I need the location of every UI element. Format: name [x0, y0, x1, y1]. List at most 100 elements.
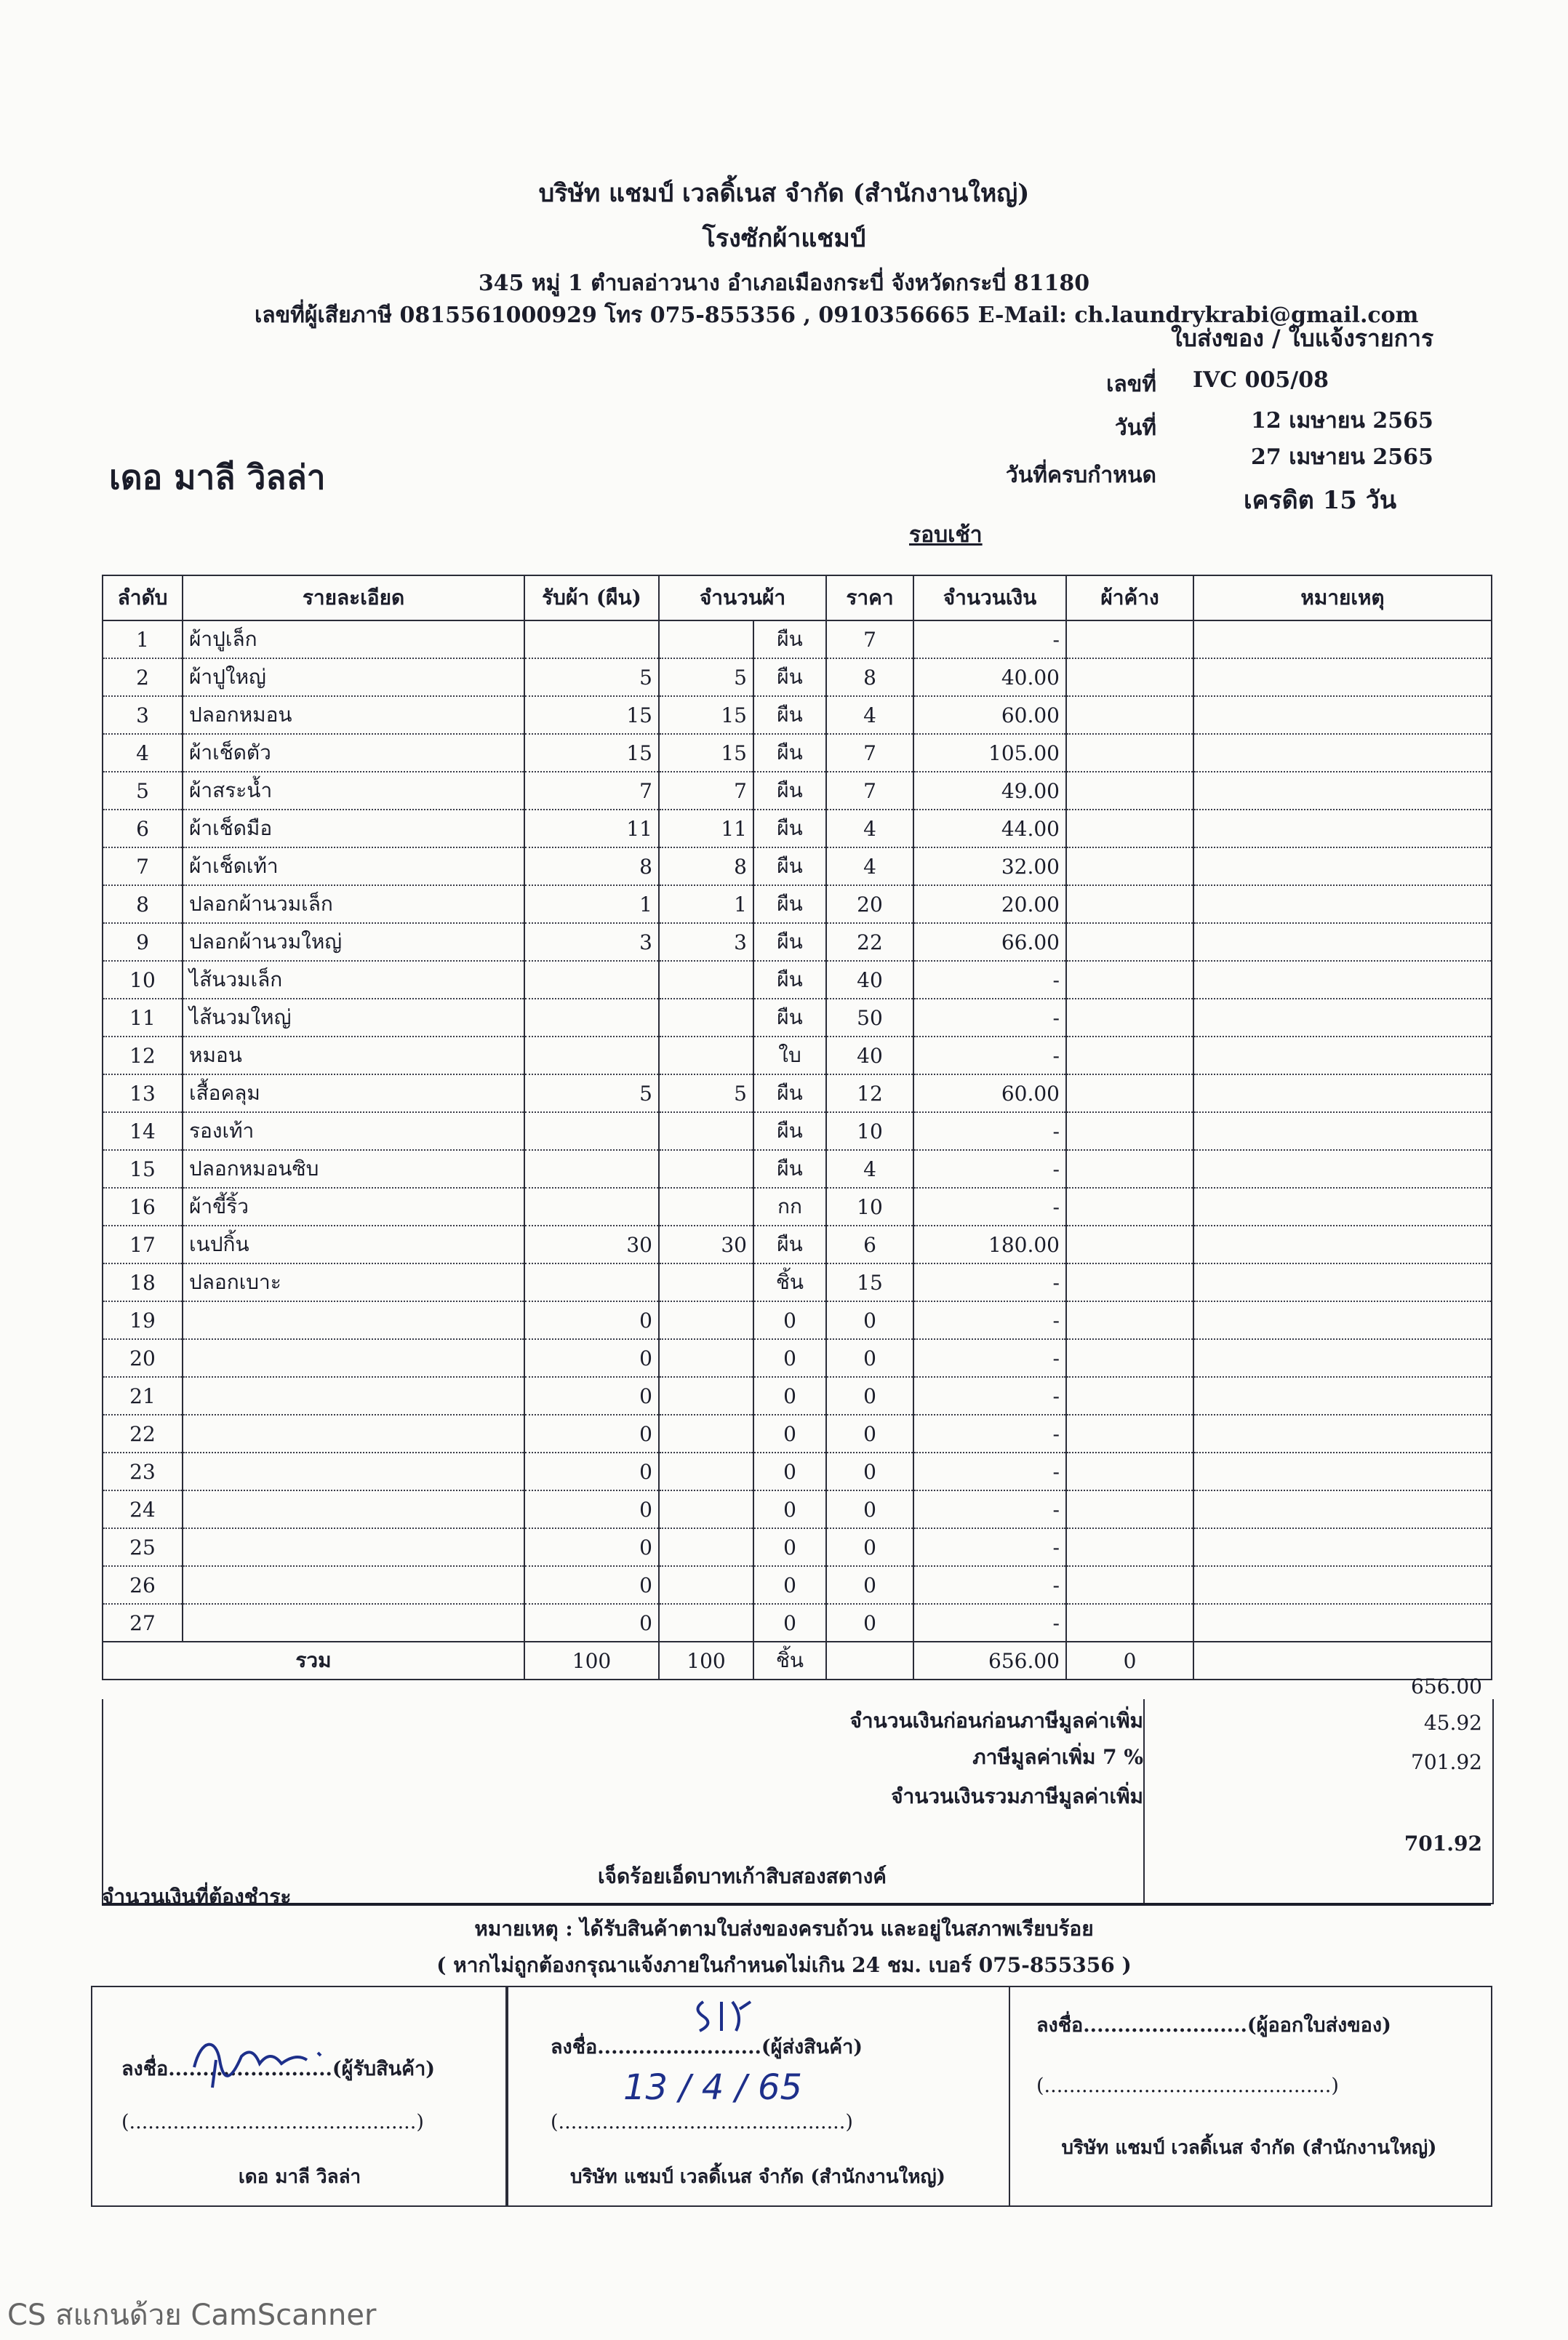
cell-item: รองเท้า: [182, 1111, 525, 1151]
cell-no: 9: [102, 922, 183, 962]
cell-no: 11: [102, 998, 183, 1037]
cell-received: 5: [524, 658, 660, 697]
cell-received: 0: [524, 1301, 660, 1340]
cell-item: ผ้าเช็ดมือ: [182, 809, 525, 848]
cell-unit: 0: [753, 1301, 827, 1340]
total-remark: [1193, 1641, 1492, 1680]
cell-item: [182, 1414, 525, 1453]
cell-received: [524, 998, 660, 1037]
company-contact: เลขที่ผู้เสียภาษี 0815561000929 โทร 075-…: [255, 303, 1419, 328]
cell-amount: -: [913, 1301, 1067, 1340]
cell-no: 21: [102, 1376, 183, 1415]
cell-unit: กก: [753, 1187, 827, 1226]
table-row: 11 ไส้นวมใหญ่ ผืน 50-: [102, 998, 1492, 1037]
cell-no: 20: [102, 1338, 183, 1378]
cell-price: 40: [825, 1036, 914, 1075]
cell-qty: 8: [658, 847, 754, 886]
cell-amount: -: [913, 1187, 1067, 1226]
cell-received: [524, 1111, 660, 1151]
header-no: ลำดับ: [102, 575, 183, 621]
cell-item: ผ้าขี้ริ้ว: [182, 1187, 525, 1226]
cell-price: 22: [825, 922, 914, 962]
signature-company: บริษัท แชมป์ เวลดิ้เนส จำกัด (สำนักงานให…: [1061, 2137, 1437, 2159]
cell-qty: [658, 1452, 754, 1491]
cell-pending: [1065, 847, 1194, 886]
vat-value: 45.92: [1423, 1711, 1482, 1735]
cell-pending: [1065, 1338, 1194, 1378]
cell-qty: [658, 1149, 754, 1189]
cell-qty: 11: [658, 809, 754, 848]
cell-pending: [1065, 960, 1194, 999]
cell-amount: 180.00: [913, 1225, 1067, 1264]
divider: [1143, 1699, 1145, 1903]
cell-pending: [1065, 1301, 1194, 1340]
cell-no: 16: [102, 1187, 183, 1226]
cell-no: 13: [102, 1074, 183, 1113]
cell-amount: 105.00: [913, 733, 1067, 772]
cell-price: 0: [825, 1338, 914, 1378]
cell-remark: [1193, 885, 1492, 924]
cell-received: 0: [524, 1528, 660, 1567]
table-header: ลำดับ รายละเอียด รับผ้า (ผืน) จำนวนผ้า ร…: [102, 575, 1492, 621]
cell-item: ผ้าเช็ดเท้า: [182, 847, 525, 886]
payable-text: เจ็ดร้อยเอ็ดบาทเก้าสิบสองสตางค์: [598, 1864, 887, 1888]
cell-remark: [1193, 809, 1492, 848]
cell-unit: ผืน: [753, 1225, 827, 1264]
cell-pending: [1065, 1452, 1194, 1491]
cell-qty: [658, 1565, 754, 1605]
table-row: 5 ผ้าสระน้ำ 7 7 ผืน 7 49.00: [102, 771, 1492, 810]
table-row: 10 ไส้นวมเล็ก ผืน 40-: [102, 960, 1492, 999]
cell-unit: 0: [753, 1603, 827, 1642]
header-qty: จำนวนผ้า: [658, 575, 827, 621]
cell-remark: [1193, 922, 1492, 962]
cell-unit: ผืน: [753, 1074, 827, 1113]
cell-amount: -: [913, 1376, 1067, 1415]
table-row: 9 ปลอกผ้านวมใหญ่ 3 3 ผืน 22 66.00: [102, 922, 1492, 962]
grand-total-value: 701.92: [1411, 1750, 1482, 1774]
cell-amount: 44.00: [913, 809, 1067, 848]
cell-unit: ผืน: [753, 658, 827, 697]
cell-item: เนปกิ้น: [182, 1225, 525, 1264]
cell-pending: [1065, 1565, 1194, 1605]
cell-received: 5: [524, 1074, 660, 1113]
due-date: 27 เมษายน 2565: [1251, 444, 1433, 470]
cell-item: [182, 1603, 525, 1642]
table-row: 27 0 0 0-: [102, 1603, 1492, 1642]
cell-unit: ผืน: [753, 885, 827, 924]
cell-pending: [1065, 1603, 1194, 1642]
cell-qty: 1: [658, 885, 754, 924]
total-pending: 0: [1065, 1641, 1194, 1680]
cell-received: 0: [524, 1414, 660, 1453]
cell-price: 0: [825, 1603, 914, 1642]
signature-company: บริษัท แชมป์ เวลดิ้เนส จำกัด (สำนักงานให…: [570, 2166, 945, 2188]
cell-unit: ผืน: [753, 922, 827, 962]
cell-item: ผ้าปูเล็ก: [182, 620, 525, 659]
cell-unit: ผืน: [753, 620, 827, 659]
credit-terms: เครดิต 15 วัน: [1244, 486, 1397, 515]
cell-received: [524, 1149, 660, 1189]
table-row: 16 ผ้าขี้ริ้ว กก 10-: [102, 1187, 1492, 1226]
cell-price: 4: [825, 847, 914, 886]
cell-amount: 40.00: [913, 658, 1067, 697]
cell-amount: -: [913, 1149, 1067, 1189]
cell-qty: [658, 998, 754, 1037]
signature-name-line: (.......................................…: [551, 2111, 853, 2133]
cell-remark: [1193, 1263, 1492, 1302]
header-remark: หมายเหตุ: [1193, 575, 1492, 621]
cell-qty: [658, 620, 754, 659]
cell-price: 0: [825, 1452, 914, 1491]
cell-no: 10: [102, 960, 183, 999]
cell-remark: [1193, 1376, 1492, 1415]
signature-label: ลงชื่อ........................(ผู้ส่งสิน…: [551, 2036, 863, 2059]
signature-company: เดอ มาลี วิลล่า: [238, 2166, 361, 2188]
signature-label: ลงชื่อ........................(ผู้ออกใบส…: [1036, 2014, 1391, 2037]
cell-item: ผ้าเช็ดตัว: [182, 733, 525, 772]
cell-remark: [1193, 847, 1492, 886]
cell-unit: ผืน: [753, 1111, 827, 1151]
table-row: 19 0 0 0-: [102, 1301, 1492, 1340]
cell-amount: 49.00: [913, 771, 1067, 810]
cell-no: 23: [102, 1452, 183, 1491]
cell-received: 0: [524, 1452, 660, 1491]
cell-price: 6: [825, 1225, 914, 1264]
cell-amount: -: [913, 960, 1067, 999]
